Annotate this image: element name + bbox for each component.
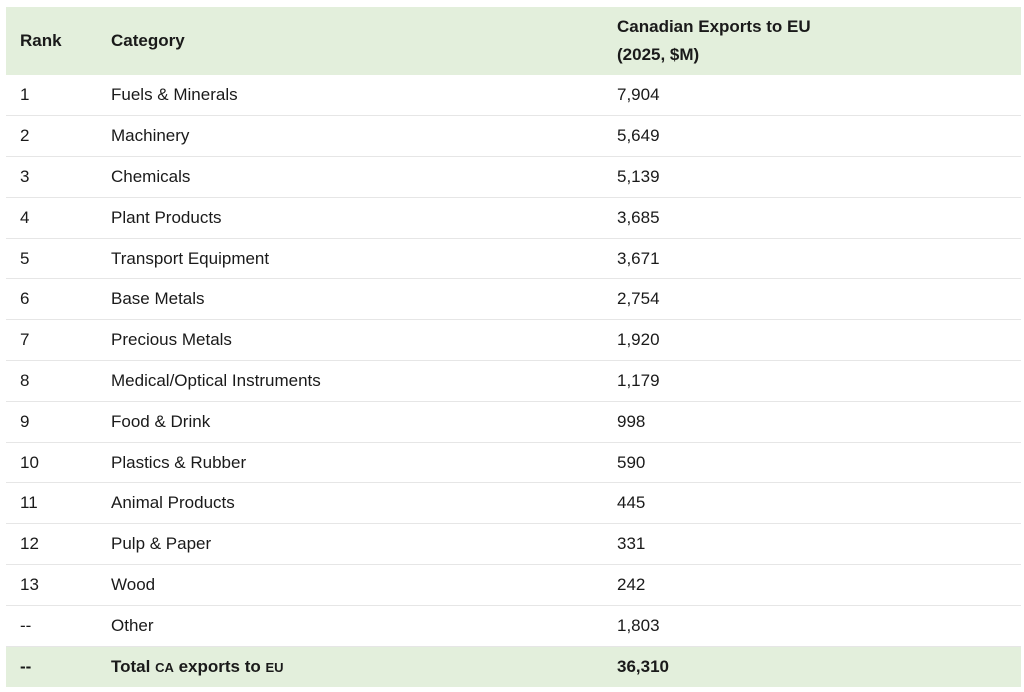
table-row: 3 Chemicals 5,139 — [6, 157, 1021, 198]
cell-value: 998 — [617, 411, 646, 431]
cell-category: Medical/Optical Instruments — [111, 370, 321, 390]
cell-category: Precious Metals — [111, 330, 232, 350]
cell-value: 590 — [617, 452, 646, 472]
table-row: 9 Food & Drink 998 — [6, 401, 1021, 443]
cell-value: 3,671 — [617, 248, 660, 268]
cell-value: 5,649 — [617, 126, 660, 146]
cell-rank: 3 — [20, 166, 30, 186]
cell-value: 7,904 — [617, 85, 660, 105]
cell-rank: 6 — [20, 289, 30, 309]
table-row: 8 Medical/Optical Instruments 1,179 — [6, 361, 1021, 402]
cell-rank: 13 — [20, 574, 39, 594]
exports-table-container: Rank Category Canadian Exports to EU (20… — [6, 7, 1021, 688]
cell-value: 5,139 — [617, 166, 660, 186]
total-label: Total CA exports to EU — [97, 646, 603, 687]
total-rank: -- — [20, 656, 32, 676]
cell-category: Pulp & Paper — [111, 534, 212, 554]
cell-category: Transport Equipment — [111, 248, 270, 268]
cell-category: Animal Products — [111, 493, 235, 513]
cell-category: Base Metals — [111, 289, 205, 309]
table-row: 2 Machinery 5,649 — [6, 116, 1021, 157]
header-value-line2: (2025, $M) — [617, 45, 700, 64]
exports-table: Rank Category Canadian Exports to EU (20… — [6, 7, 1021, 688]
table-row: -- Other 1,803 — [6, 605, 1021, 647]
table-row: 11 Animal Products 445 — [6, 483, 1021, 524]
table-row: 6 Base Metals 2,754 — [6, 279, 1021, 320]
cell-value: 445 — [617, 493, 646, 513]
total-value: 36,310 — [617, 656, 669, 676]
cell-category: Machinery — [111, 126, 190, 146]
cell-rank: 9 — [20, 411, 30, 431]
cell-rank: 1 — [20, 85, 30, 105]
cell-category: Wood — [111, 574, 156, 594]
cell-value: 1,179 — [617, 370, 660, 390]
cell-rank: 12 — [20, 534, 39, 554]
total-label-prefix: Total — [111, 656, 156, 676]
cell-rank: 8 — [20, 370, 30, 390]
header-rank: Rank — [20, 31, 62, 50]
header-value-line1: Canadian Exports to EU — [617, 17, 811, 36]
header-category: Category — [111, 31, 185, 50]
cell-value: 331 — [617, 534, 646, 554]
cell-value: 242 — [617, 574, 646, 594]
table-body: 1 Fuels & Minerals 7,904 2 Machinery 5,649 3 Ch… — [6, 75, 1021, 647]
cell-category: Plastics & Rubber — [111, 452, 247, 472]
table-row: 12 Pulp & Paper 331 — [6, 524, 1021, 565]
table-row: 4 Plant Products 3,685 — [6, 197, 1021, 239]
cell-category: Other — [111, 615, 154, 635]
cell-value: 1,803 — [617, 615, 660, 635]
table-footer: -- Total CA exports to EU 36,310 — [6, 646, 1021, 688]
total-label-eu: EU — [265, 659, 284, 675]
cell-category: Chemicals — [111, 166, 191, 186]
cell-category: Plant Products — [111, 207, 222, 227]
cell-rank: -- — [20, 615, 32, 635]
cell-value: 1,920 — [617, 330, 660, 350]
cell-value: 2,754 — [617, 289, 660, 309]
table-row: 13 Wood 242 — [6, 565, 1021, 606]
cell-rank: 4 — [20, 207, 30, 227]
header-value: Canadian Exports to EU (2025, $M) — [603, 7, 1021, 75]
cell-rank: 10 — [20, 452, 39, 472]
cell-category: Food & Drink — [111, 411, 211, 431]
total-label-mid: exports to — [173, 656, 266, 676]
cell-value: 3,685 — [617, 207, 660, 227]
cell-rank: 5 — [20, 248, 30, 268]
total-label-ca: CA — [155, 659, 174, 675]
cell-rank: 11 — [20, 493, 38, 513]
total-row: -- Total CA exports to EU 36,310 — [6, 646, 1021, 688]
cell-category: Fuels & Minerals — [111, 85, 238, 105]
cell-rank: 2 — [20, 126, 30, 146]
table-row: 10 Plastics & Rubber 590 — [6, 442, 1021, 483]
table-row: 5 Transport Equipment 3,671 — [6, 238, 1021, 279]
table-row: 1 Fuels & Minerals 7,904 — [6, 75, 1021, 116]
table-row: 7 Precious Metals 1,920 — [6, 320, 1021, 361]
table-header: Rank Category Canadian Exports to EU (20… — [6, 7, 1021, 75]
header-row: Rank Category Canadian Exports to EU (20… — [6, 7, 1021, 75]
cell-rank: 7 — [20, 330, 30, 350]
